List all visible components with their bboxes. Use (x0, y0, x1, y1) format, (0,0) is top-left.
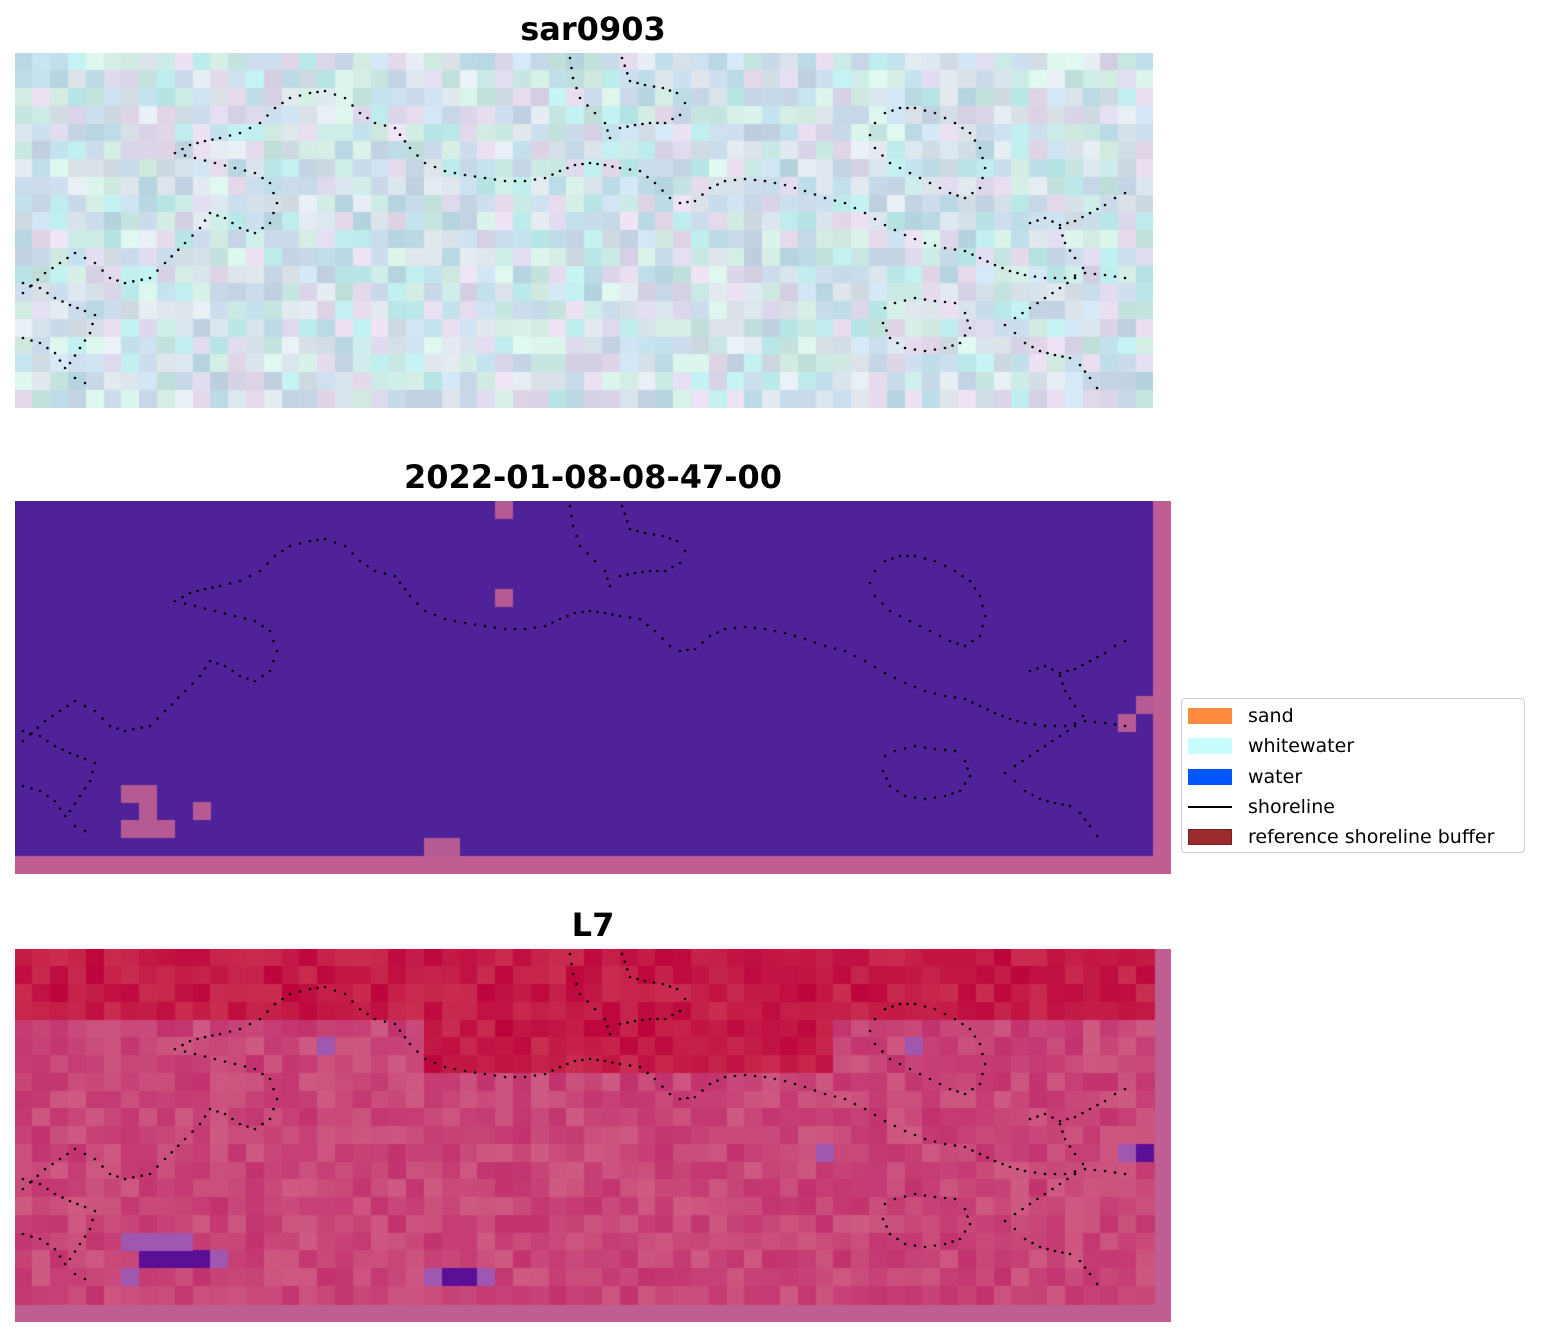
legend-label: sand (1248, 705, 1294, 727)
legend-item-shoreline: shoreline (1182, 794, 1524, 824)
legend: sand whitewater water shoreline referenc… (1181, 698, 1525, 853)
reference-buffer-swatch (1188, 829, 1232, 846)
sand-swatch (1188, 708, 1232, 724)
legend-label: whitewater (1248, 735, 1355, 758)
sar-image (15, 53, 1153, 408)
shoreline-line-swatch (1188, 805, 1232, 808)
legend-label: water (1248, 765, 1303, 788)
classified-image (15, 501, 1171, 874)
legend-item-water: water (1182, 764, 1524, 794)
legend-item-whitewater: whitewater (1182, 733, 1524, 763)
legend-item-sand: sand (1182, 703, 1524, 733)
water-swatch (1188, 768, 1232, 785)
panel-title-classified: 2022-01-08-08-47-00 (403, 458, 783, 496)
whitewater-swatch (1188, 738, 1232, 755)
legend-label: reference shoreline buffer (1248, 826, 1495, 849)
legend-label: shoreline (1248, 795, 1335, 818)
legend-item-reference-buffer: reference shoreline buffer (1182, 824, 1524, 854)
panel-title-l7: L7 (571, 906, 615, 944)
l7-image (15, 949, 1171, 1322)
panel-title-sar: sar0903 (520, 10, 666, 48)
